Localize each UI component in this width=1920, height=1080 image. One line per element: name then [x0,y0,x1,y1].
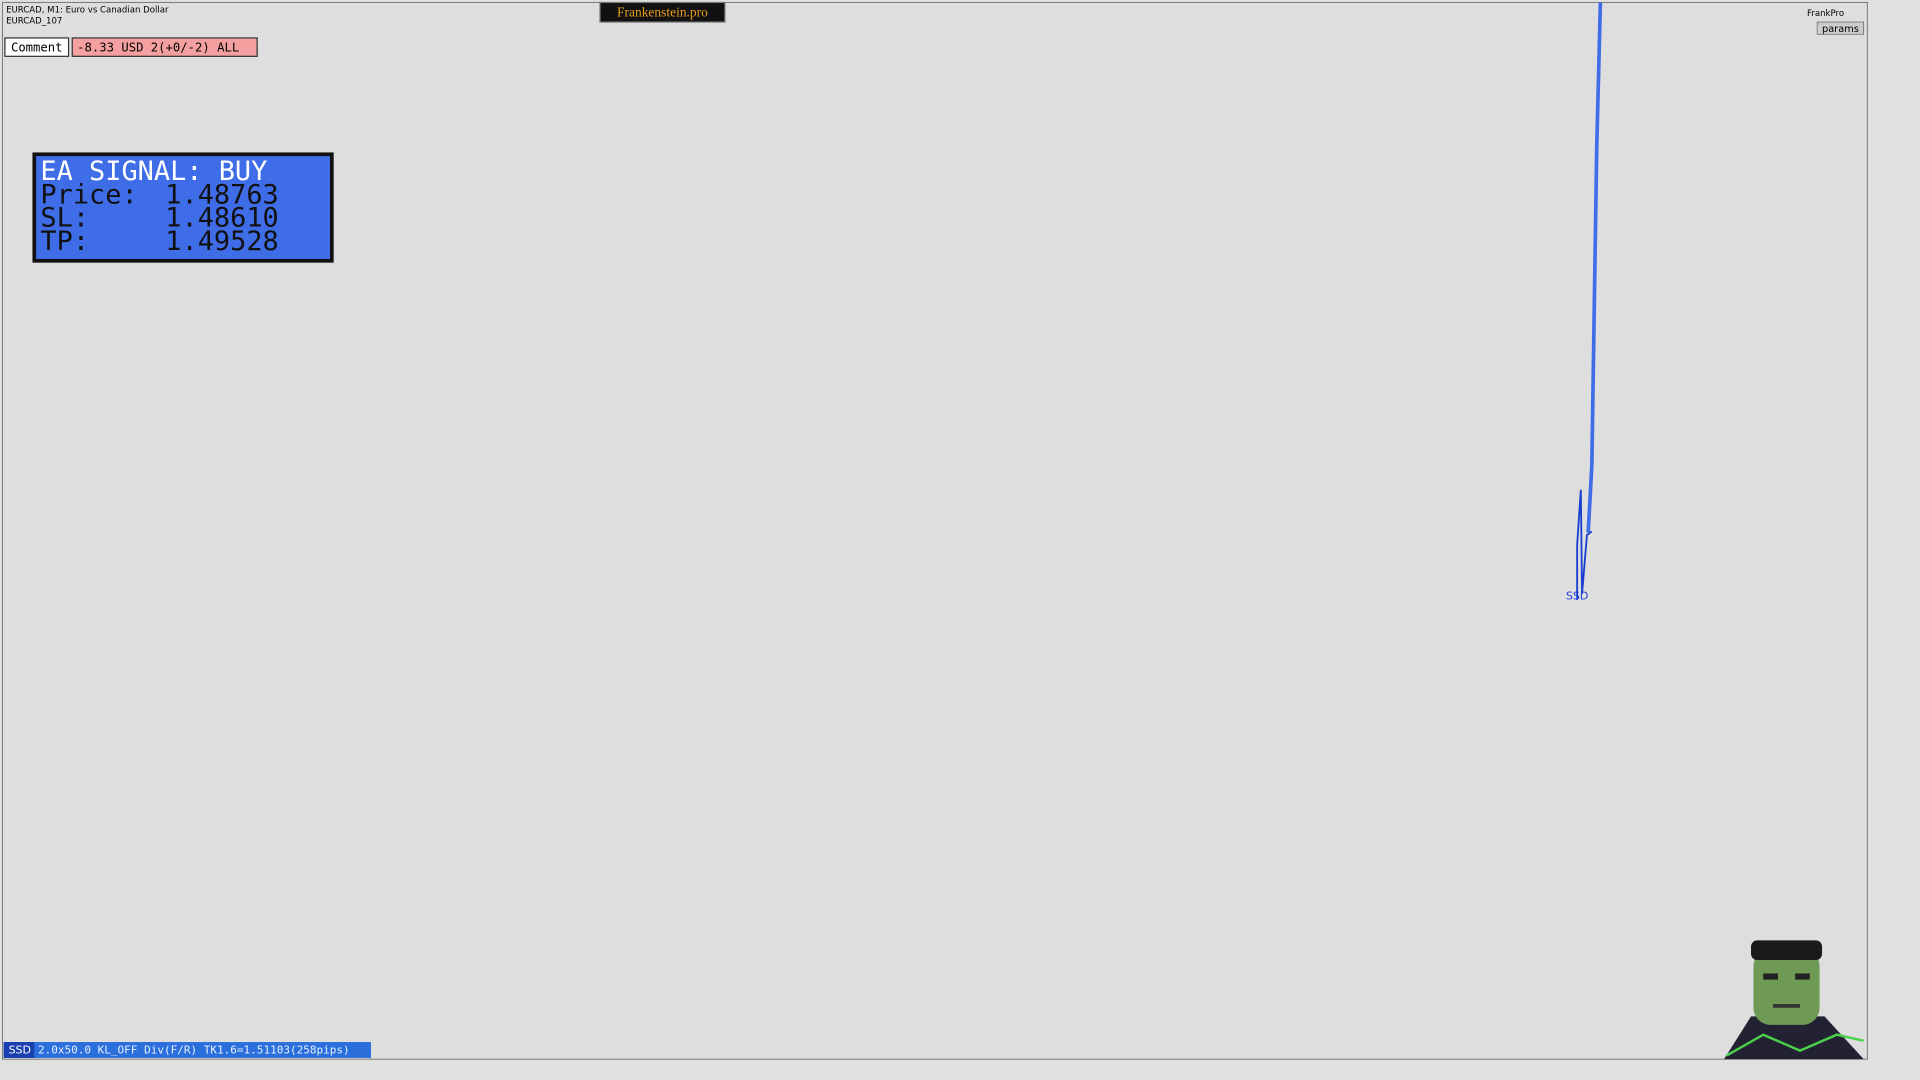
sl-label: SL: [40,203,89,234]
comment-label: Comment [11,40,63,54]
comment-box [71,37,258,57]
price-value: 1.48763 [165,179,278,210]
user: FrankPro [1807,9,1844,19]
tp-label: TP: [40,226,89,257]
signal-title: EA SIGNAL: BUY [40,156,267,187]
comment-label-box [4,37,70,57]
avatar [1724,940,1864,1060]
footer-tag: SSD [9,1044,31,1057]
ssd-marker: SSD [1566,589,1588,602]
footer-text: 2.0x50.0 KL_OFF Div(F/R) TK1.6=1.51103(2… [38,1044,350,1057]
symbol: EURCAD, M1: Euro vs Canadian Dollar [6,5,169,15]
ssd-path [1576,489,1593,600]
sl-value: 1.48610 [165,203,278,234]
tp-value: 1.49528 [165,226,278,257]
params-label[interactable]: params [1822,24,1859,35]
account: EURCAD_107 [6,16,62,26]
brand: Frankenstein.pro [617,5,708,20]
tp-projection [1586,2,1603,533]
footer-bar [3,1042,372,1058]
footer-tag-box [3,1042,35,1058]
signal-panel [32,152,334,263]
brand-box [599,1,726,23]
comment-text: -8.33 USD 2(+0/-2) ALL [77,40,239,54]
price-label: Price: [40,179,137,210]
params-button[interactable] [1816,21,1865,35]
